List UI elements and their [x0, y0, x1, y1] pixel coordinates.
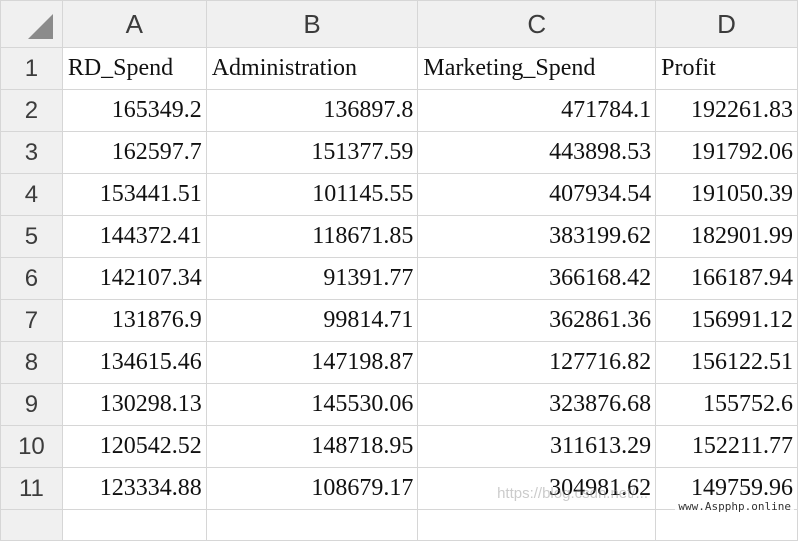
cell[interactable]: Profit — [655, 47, 798, 90]
cell[interactable]: 136897.8 — [205, 89, 419, 132]
cell[interactable]: 134615.46 — [61, 341, 207, 384]
row-header[interactable]: 7 — [0, 299, 63, 342]
cell[interactable]: 130298.13 — [61, 383, 207, 426]
cell[interactable]: 144372.41 — [61, 215, 207, 258]
cell[interactable]: 165349.2 — [61, 89, 207, 132]
table-row: 8 134615.46 147198.87 127716.82 156122.51 — [0, 341, 798, 384]
column-header-row: A B C D — [0, 0, 798, 48]
row-header[interactable]: 4 — [0, 173, 63, 216]
cell[interactable]: 152211.77 — [655, 425, 798, 468]
cell[interactable]: 311613.29 — [417, 425, 657, 468]
cell[interactable] — [417, 509, 657, 541]
row-header[interactable]: 1 — [0, 47, 63, 90]
row-header[interactable]: 5 — [0, 215, 63, 258]
cell[interactable]: 142107.34 — [61, 257, 207, 300]
table-row: 7 131876.9 99814.71 362861.36 156991.12 — [0, 299, 798, 342]
select-all-triangle-icon — [27, 14, 53, 39]
row-header[interactable]: 6 — [0, 257, 63, 300]
table-row: 2 165349.2 136897.8 471784.1 192261.83 — [0, 89, 798, 132]
cell[interactable]: 304981.62 — [417, 467, 657, 510]
cell[interactable]: 99814.71 — [205, 299, 419, 342]
table-row: 9 130298.13 145530.06 323876.68 155752.6 — [0, 383, 798, 426]
site-watermark: www.Aspphp.online — [675, 500, 794, 513]
cell[interactable]: 443898.53 — [417, 131, 657, 174]
cell[interactable]: 147198.87 — [205, 341, 419, 384]
cell[interactable]: 127716.82 — [417, 341, 657, 384]
cell[interactable] — [205, 509, 419, 541]
cell[interactable]: 383199.62 — [417, 215, 657, 258]
cell[interactable]: 366168.42 — [417, 257, 657, 300]
cell[interactable]: 101145.55 — [205, 173, 419, 216]
cell[interactable]: 191792.06 — [655, 131, 798, 174]
cell[interactable]: 151377.59 — [205, 131, 419, 174]
row-header[interactable]: 2 — [0, 89, 63, 132]
cell[interactable]: 120542.52 — [61, 425, 207, 468]
cell[interactable]: 182901.99 — [655, 215, 798, 258]
table-row: 6 142107.34 91391.77 366168.42 166187.94 — [0, 257, 798, 300]
row-header[interactable]: 10 — [0, 425, 63, 468]
column-header-c[interactable]: C — [417, 0, 657, 48]
cell[interactable]: RD_Spend — [61, 47, 207, 90]
table-row: 4 153441.51 101145.55 407934.54 191050.39 — [0, 173, 798, 216]
cell[interactable]: 156991.12 — [655, 299, 798, 342]
cell[interactable]: Marketing_Spend — [417, 47, 657, 90]
cell[interactable] — [61, 509, 207, 541]
table-row — [0, 509, 798, 541]
cell[interactable]: 108679.17 — [205, 467, 419, 510]
row-header[interactable]: 11 — [0, 467, 63, 510]
cell[interactable]: 471784.1 — [417, 89, 657, 132]
column-header-b[interactable]: B — [205, 0, 419, 48]
cell[interactable]: 91391.77 — [205, 257, 419, 300]
table-row: 11 123334.88 108679.17 304981.62 149759.96 — [0, 467, 798, 510]
table-row: 3 162597.7 151377.59 443898.53 191792.06 — [0, 131, 798, 174]
cell[interactable]: 148718.95 — [205, 425, 419, 468]
cell[interactable]: 156122.51 — [655, 341, 798, 384]
row-header[interactable]: 3 — [0, 131, 63, 174]
table-row: 1 RD_Spend Administration Marketing_Spen… — [0, 47, 798, 90]
row-header[interactable]: 9 — [0, 383, 63, 426]
table-row: 5 144372.41 118671.85 383199.62 182901.99 — [0, 215, 798, 258]
cell[interactable]: Administration — [205, 47, 419, 90]
cell[interactable]: 362861.36 — [417, 299, 657, 342]
cell[interactable]: 131876.9 — [61, 299, 207, 342]
cell[interactable]: 155752.6 — [655, 383, 798, 426]
faint-watermark: https://blog.csdn.net/... — [497, 485, 648, 502]
cell[interactable]: 123334.88 — [61, 467, 207, 510]
row-header[interactable]: 8 — [0, 341, 63, 384]
cell[interactable]: 407934.54 — [417, 173, 657, 216]
cell[interactable] — [655, 509, 798, 541]
cell[interactable]: 323876.68 — [417, 383, 657, 426]
cell[interactable]: 192261.83 — [655, 89, 798, 132]
table-row: 10 120542.52 148718.95 311613.29 152211.77 — [0, 425, 798, 468]
cell[interactable]: 153441.51 — [61, 173, 207, 216]
cell[interactable]: 145530.06 — [205, 383, 419, 426]
column-header-a[interactable]: A — [61, 0, 207, 48]
column-header-d[interactable]: D — [655, 0, 798, 48]
cell[interactable]: 118671.85 — [205, 215, 419, 258]
cell[interactable]: 166187.94 — [655, 257, 798, 300]
row-header[interactable] — [0, 509, 63, 541]
cell[interactable]: 162597.7 — [61, 131, 207, 174]
cell[interactable]: 191050.39 — [655, 173, 798, 216]
select-all-corner[interactable] — [0, 0, 63, 48]
